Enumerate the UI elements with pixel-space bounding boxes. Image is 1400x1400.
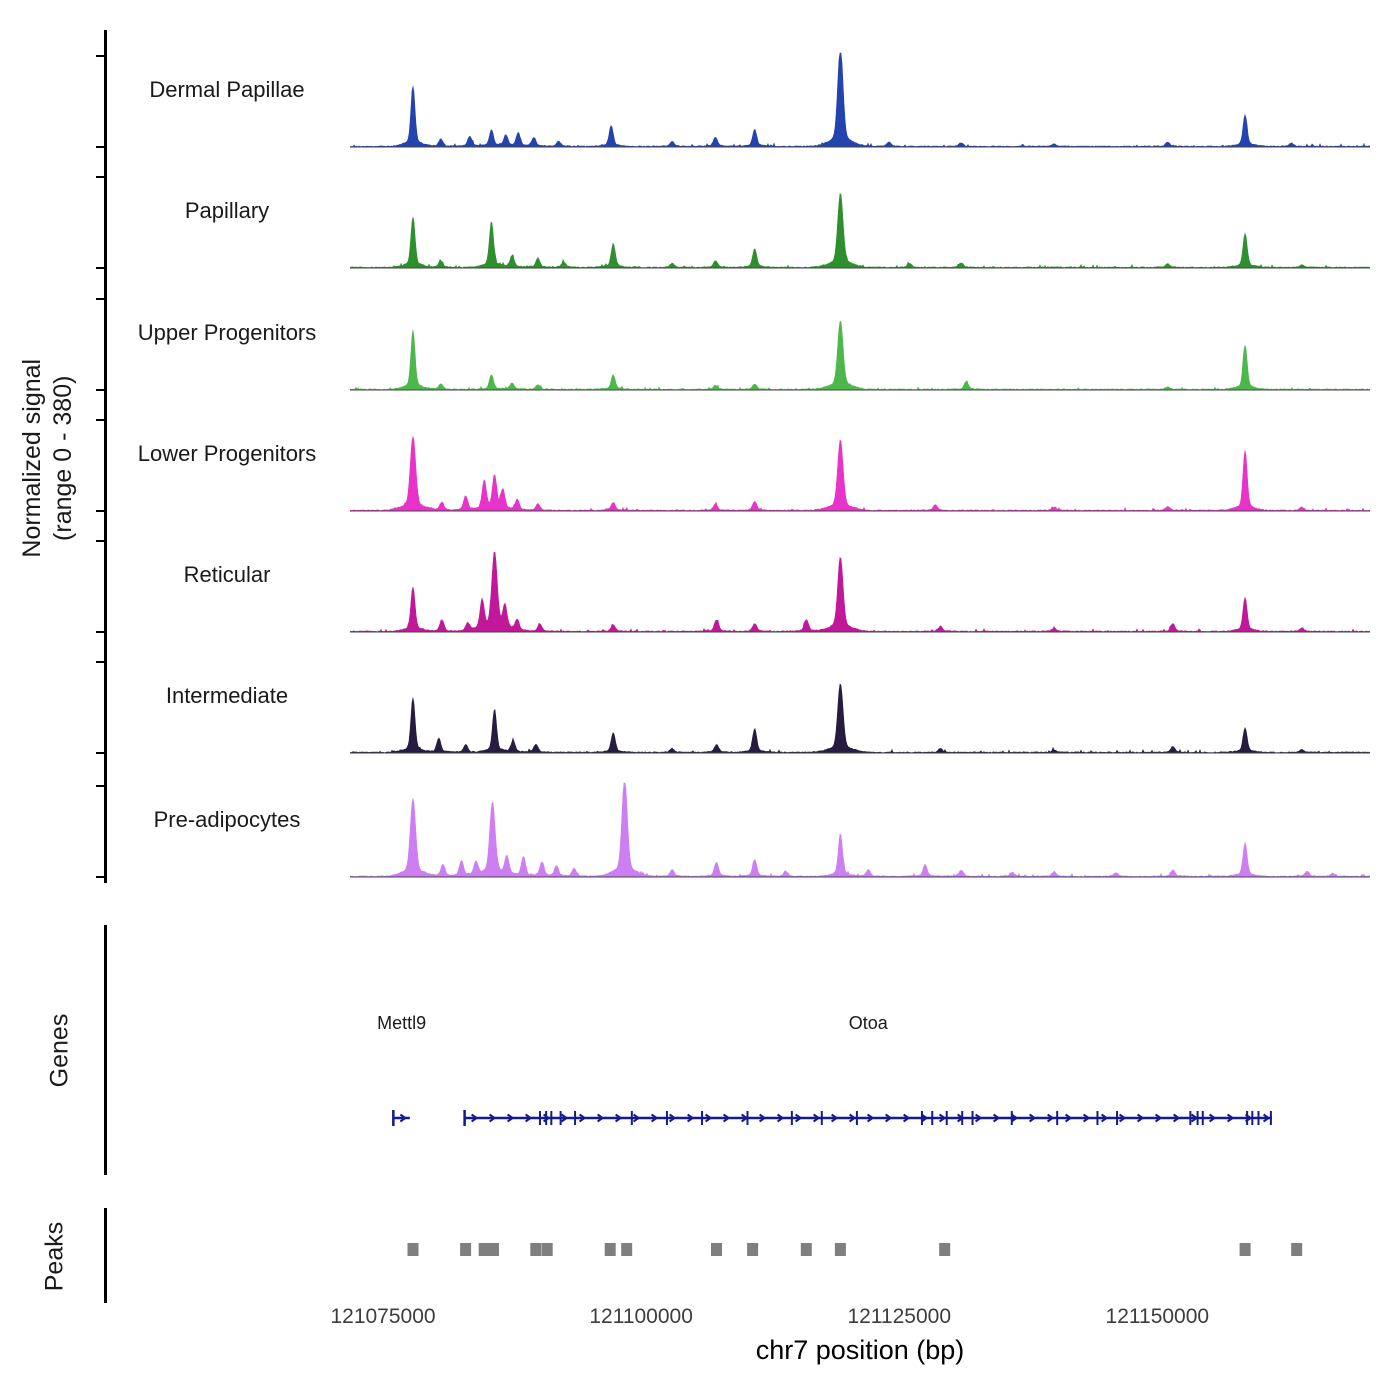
gene-label: Mettl9	[377, 1013, 427, 1033]
y-axis-label-line1: Normalized signal	[17, 358, 46, 558]
x-tick-label: 121125000	[847, 1305, 951, 1328]
genes-section-label: Genes	[45, 1013, 74, 1088]
signal-track-lower-progenitors	[350, 436, 1370, 512]
y-axis-label: Normalized signal (range 0 - 380)	[17, 208, 80, 708]
signal-track-pre-adipocytes	[350, 782, 1370, 878]
track-label: Intermediate	[165, 683, 289, 708]
track-label: Lower Progenitors	[137, 441, 317, 466]
x-tick-label: 121100000	[589, 1305, 693, 1328]
track-label: Papillary	[184, 198, 270, 223]
track-label: Upper Progenitors	[137, 320, 317, 345]
track-label: Pre-adipocytes	[153, 807, 301, 832]
y-axis-label-line2: (range 0 - 380)	[49, 375, 77, 541]
signal-track-dermal-papillae	[350, 52, 1370, 148]
signal-track-reticular	[350, 551, 1370, 633]
x-axis-title: chr7 position (bp)	[755, 1335, 965, 1365]
genes-axis-line	[104, 925, 107, 1175]
axis-tick	[96, 419, 104, 421]
axis-tick	[96, 631, 104, 633]
gene-label: Otoa	[848, 1013, 888, 1033]
axis-tick	[96, 661, 104, 663]
track-label: Reticular	[183, 562, 271, 587]
axis-tick	[96, 176, 104, 178]
axis-tick	[96, 876, 104, 878]
track-label: Dermal Papillae	[149, 77, 305, 102]
x-tick-label: 121075000	[330, 1305, 436, 1328]
signal-track-papillary	[350, 192, 1370, 269]
axis-tick	[96, 55, 104, 57]
axis-tick	[96, 389, 104, 391]
axis-tick	[96, 752, 104, 754]
axis-tick	[96, 785, 104, 787]
axis-tick	[96, 510, 104, 512]
axis-tick	[96, 267, 104, 269]
signal-track-upper-progenitors	[350, 320, 1370, 391]
signal-axis-line	[104, 30, 107, 883]
axis-tick	[96, 540, 104, 542]
peaks-section-label: Peaks	[40, 1221, 69, 1292]
peaks-axis-line	[104, 1208, 107, 1303]
axis-tick	[96, 146, 104, 148]
peak-boxes	[407, 1243, 1303, 1256]
x-tick-label: 121150000	[1105, 1305, 1210, 1328]
signal-track-intermediate	[350, 683, 1370, 754]
gene-models	[392, 1110, 1272, 1126]
axis-tick	[96, 298, 104, 300]
